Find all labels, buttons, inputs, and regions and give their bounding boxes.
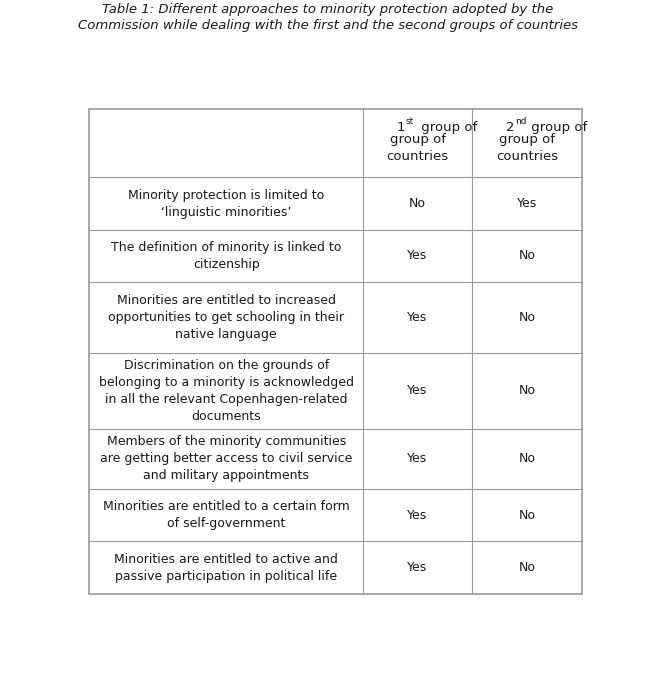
Text: Yes: Yes bbox=[407, 509, 428, 522]
Text: The definition of minority is linked to
citizenship: The definition of minority is linked to … bbox=[111, 241, 341, 271]
Text: group of: group of bbox=[417, 121, 477, 134]
Text: Commission while dealing with the first and the second groups of countries: Commission while dealing with the first … bbox=[77, 19, 578, 32]
Text: No: No bbox=[519, 250, 536, 262]
Text: Discrimination on the grounds of
belonging to a minority is acknowledged
in all : Discrimination on the grounds of belongi… bbox=[99, 359, 354, 423]
Text: Yes: Yes bbox=[407, 452, 428, 466]
Text: 1: 1 bbox=[396, 121, 405, 134]
Text: Yes: Yes bbox=[407, 561, 428, 574]
Text: Minority protection is limited to
‘linguistic minorities’: Minority protection is limited to ‘lingu… bbox=[128, 188, 324, 219]
Text: Yes: Yes bbox=[407, 311, 428, 324]
Text: nd: nd bbox=[515, 117, 527, 126]
Text: Minorities are entitled to active and
passive participation in political life: Minorities are entitled to active and pa… bbox=[114, 553, 338, 583]
Text: No: No bbox=[519, 452, 536, 466]
Text: Yes: Yes bbox=[407, 384, 428, 397]
Text: 2: 2 bbox=[506, 121, 514, 134]
Text: No: No bbox=[409, 197, 426, 210]
Text: st: st bbox=[406, 117, 414, 126]
Text: Minorities are entitled to increased
opportunities to get schooling in their
nat: Minorities are entitled to increased opp… bbox=[108, 294, 344, 341]
Text: No: No bbox=[519, 561, 536, 574]
Text: group of
countries: group of countries bbox=[496, 133, 558, 164]
Text: No: No bbox=[519, 311, 536, 324]
Text: Members of the minority communities
are getting better access to civil service
a: Members of the minority communities are … bbox=[100, 435, 352, 483]
Text: No: No bbox=[519, 384, 536, 397]
Text: group of
countries: group of countries bbox=[386, 133, 449, 164]
Text: Minorities are entitled to a certain form
of self-government: Minorities are entitled to a certain for… bbox=[103, 500, 350, 530]
Text: Table 1: Different approaches to minority protection adopted by the: Table 1: Different approaches to minorit… bbox=[102, 3, 553, 16]
Text: group of: group of bbox=[527, 121, 587, 134]
Text: Yes: Yes bbox=[517, 197, 537, 210]
Text: No: No bbox=[519, 509, 536, 522]
Text: Yes: Yes bbox=[407, 250, 428, 262]
